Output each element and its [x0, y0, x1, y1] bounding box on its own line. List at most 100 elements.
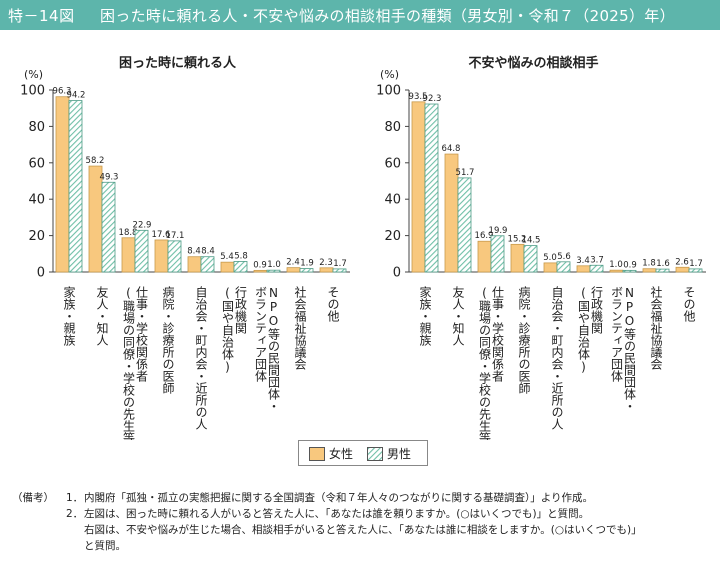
- data-label: 2.3: [319, 258, 333, 268]
- x-tick-label: NPO等の民間団体・: [623, 286, 637, 412]
- y-tick-label: 0: [393, 266, 401, 281]
- data-label: 96.3: [53, 87, 72, 97]
- y-tick-label: 60: [28, 156, 45, 171]
- data-label: 1.8: [642, 259, 656, 269]
- y-tick-label: 20: [384, 229, 401, 244]
- x-tick-label: (職場の同僚・学校の先生等): [122, 286, 136, 440]
- data-label: 1.0: [609, 260, 623, 270]
- bar-male: [457, 177, 472, 273]
- data-label: 51.7: [456, 168, 475, 178]
- bar-male: [266, 269, 281, 273]
- x-tick-label: (国や自治体): [577, 286, 591, 374]
- x-tick-label: 自治会・町内会・近所の人: [550, 286, 564, 430]
- data-label: 1.7: [333, 259, 347, 269]
- x-tick-label: 社会福祉協議会: [293, 285, 307, 371]
- bar-male: [655, 268, 670, 273]
- data-label: 17.1: [166, 231, 185, 241]
- data-label: 3.4: [576, 256, 590, 266]
- bar-female: [187, 256, 202, 273]
- note-row-2: 2． 左図は、困った時に頼れる人がいると答えた人に、「あなたは誰を頼りますか。(…: [12, 506, 712, 522]
- note-text: と質問。: [84, 540, 126, 552]
- x-tick-label: その他: [326, 286, 340, 322]
- notes: （備考） 1． 内閣府「孤独・孤立の実態把握に関する全国調査（令和７年人々のつな…: [12, 490, 712, 554]
- data-label: 0.9: [623, 260, 637, 270]
- chart-panel-left: 困った時に頼れる人 (%) 0 20 40 60 80 100 96.3 94.2 家族・親族 5…: [0, 30, 355, 485]
- data-label: 94.2: [67, 91, 86, 101]
- bar-male: [167, 240, 182, 273]
- figure-header: 特－14図 困った時に頼れる人・不安や悩みの相談相手の種類（男女別・令和７（20…: [0, 0, 720, 30]
- data-label: 2.6: [675, 257, 689, 267]
- data-label: 1.6: [656, 259, 670, 269]
- x-tick-label: 病院・診療所の医師: [517, 285, 531, 394]
- bar-female: [253, 269, 268, 273]
- bar-male: [622, 269, 637, 273]
- x-tick-label: その他: [682, 286, 696, 322]
- bar-male: [101, 181, 116, 273]
- chart-panel-right: 不安や悩みの相談相手 (%) 0 20 40 60 80 100 93.5 92.3 家族・親族…: [356, 30, 711, 485]
- data-label: 14.5: [522, 236, 541, 246]
- bar-male: [134, 229, 149, 273]
- data-label: 0.9: [253, 260, 267, 270]
- bar-male: [523, 245, 538, 273]
- x-tick-label: ボランティア団体: [254, 286, 268, 383]
- y-tick-label: 80: [384, 120, 401, 135]
- x-tick-label: (職場の同僚・学校の先生等): [478, 286, 492, 440]
- bar-male: [556, 261, 571, 273]
- bar-chart-right: 0 20 40 60 80 100 93.592.3 家族・親族 64.8 51.7 友人・知人 16…: [376, 84, 706, 440]
- y-tick-label: 60: [384, 156, 401, 171]
- bar-male: [332, 268, 347, 273]
- data-label: 2.4: [286, 258, 300, 268]
- data-label: 5.6: [557, 252, 571, 262]
- data-label: 18.8: [119, 228, 138, 238]
- data-label: 5.0: [543, 253, 557, 263]
- bar-male: [688, 268, 703, 273]
- data-label: 8.4: [187, 247, 201, 257]
- legend-swatch-female: [309, 447, 325, 461]
- x-tick-label: 自治会・町内会・近所の人: [194, 286, 208, 430]
- x-tick-label: ボランティア団体: [610, 286, 624, 383]
- y-tick-label: 40: [384, 193, 401, 208]
- bar-female: [220, 261, 235, 273]
- bar-male: [299, 268, 314, 273]
- x-tick-label: 病院・診療所の医師: [161, 285, 175, 394]
- bar-female: [154, 239, 169, 273]
- note-number: 1．: [66, 492, 84, 504]
- x-tick-label: 仕事・学校関係者: [491, 286, 505, 383]
- legend-label-male: 男性: [387, 447, 412, 461]
- bar-male: [200, 256, 215, 273]
- legend-swatch-male: [367, 447, 383, 461]
- data-label: 64.8: [442, 144, 461, 154]
- note-row-4: と質問。: [12, 538, 712, 554]
- bar-female: [675, 266, 690, 273]
- x-tick-label: NPO等の民間団体・: [267, 286, 281, 412]
- data-label: 93.5: [409, 92, 428, 102]
- data-label: 58.2: [86, 156, 105, 166]
- bar-female: [121, 237, 136, 273]
- chart-title-left: 困った時に頼れる人: [118, 56, 236, 71]
- bar-female: [510, 243, 525, 273]
- bar-male: [424, 103, 439, 273]
- data-label: 17.6: [152, 230, 171, 240]
- bar-male: [233, 261, 248, 273]
- data-label: 1.9: [300, 259, 314, 269]
- chart-title-right: 不安や悩みの相談相手: [468, 56, 599, 71]
- bar-male: [68, 100, 83, 273]
- y-tick-label: 80: [28, 120, 45, 135]
- bar-female: [543, 262, 558, 273]
- bar-male: [490, 235, 505, 273]
- x-tick-label: 行政機関: [234, 286, 248, 334]
- bar-female: [642, 268, 657, 273]
- y-tick-label: 100: [376, 84, 401, 99]
- data-label: 3.7: [590, 255, 604, 265]
- data-label: 5.4: [220, 252, 234, 262]
- bar-female: [609, 269, 624, 273]
- x-tick-label: 家族・親族: [418, 285, 432, 347]
- bar-female: [477, 240, 492, 273]
- data-label: 1.0: [267, 260, 281, 270]
- legend-label-female: 女性: [329, 447, 354, 461]
- x-tick-label: 家族・親族: [62, 285, 76, 347]
- x-tick-label: 友人・知人: [95, 286, 109, 346]
- data-label: 22.9: [133, 220, 152, 230]
- x-tick-label: 行政機関: [590, 286, 604, 334]
- figure-number: 特－14図: [8, 7, 75, 25]
